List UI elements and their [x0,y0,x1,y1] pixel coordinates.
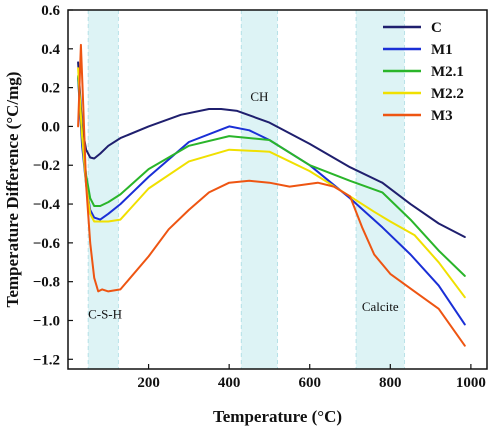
y-tick-label: −0.8 [33,275,60,291]
series-line [77,75,466,277]
x-tick-label: 400 [218,375,241,391]
plot-frame [67,9,488,370]
y-tick-label: −0.4 [33,197,61,213]
region-label: C-S-H [88,307,122,322]
region-labels: C-S-H CH Calcite [88,89,399,321]
highlight-regions [87,10,405,369]
legend-label: M2.1 [431,64,464,80]
series-line [77,61,466,238]
x-tick-label: 600 [298,375,321,391]
series-lines [77,43,466,347]
y-axis-title: Temperature Difference (°C/mg) [3,72,22,308]
region-label: Calcite [362,299,399,314]
region-band [241,10,278,369]
region-band [88,10,119,369]
y-tick-label: −0.6 [33,236,61,252]
legend-label: M2.2 [431,86,464,102]
x-tick-label: 1000 [456,375,486,391]
y-tick-label: 0.2 [41,81,60,97]
y-tick-label: 0.4 [41,42,60,58]
legend-label: C [431,20,442,36]
y-tick-label: −1.0 [33,313,60,329]
region-label: CH [250,89,268,104]
axis-ticks: 200 400 600 800 1000 0.6 0.4 0.2 0.0 −0.2 −0.4 −0.6… [33,3,486,391]
y-tick-label: 0.6 [41,3,60,19]
x-tick-label: 200 [137,375,160,391]
legend: C M1 M2.1 M2.2 M3 [383,20,464,124]
series-line [77,43,466,347]
legend-label: M3 [431,108,453,124]
x-axis-title: Temperature (°C) [213,407,342,426]
y-tick-label: −1.2 [33,352,60,368]
y-tick-label: 0.0 [41,119,60,135]
y-tick-label: −0.2 [33,158,60,174]
series-line [77,67,466,299]
legend-label: M1 [431,42,453,58]
region-band [356,10,405,369]
x-tick-label: 800 [379,375,402,391]
